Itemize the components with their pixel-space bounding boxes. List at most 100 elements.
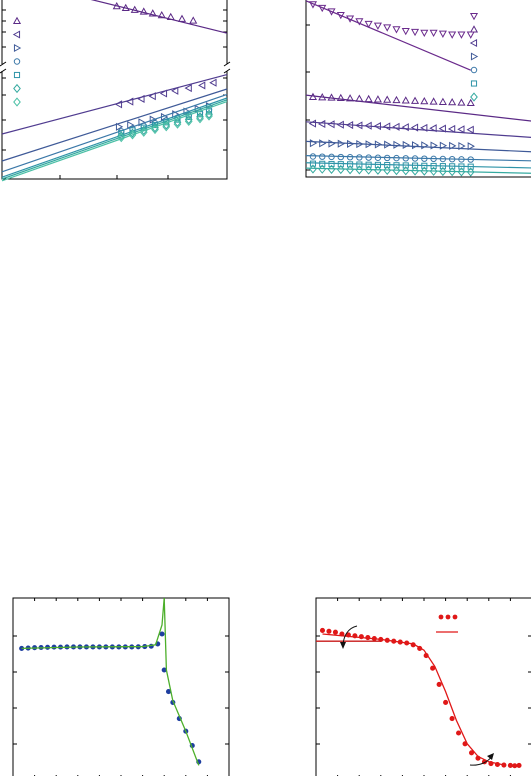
fit-line <box>1 93 228 173</box>
data-point <box>436 681 442 687</box>
model-curve <box>21 597 200 766</box>
ticks-bottom-left <box>13 598 229 776</box>
data-point <box>345 120 354 130</box>
data-point <box>337 153 345 161</box>
fit-line <box>1 74 228 135</box>
data-point <box>466 167 475 177</box>
data-point <box>373 22 382 30</box>
data-point <box>189 16 198 24</box>
data-point <box>365 140 373 149</box>
data-point <box>458 156 465 163</box>
data-point <box>171 86 179 95</box>
data-point <box>205 108 213 115</box>
data-point <box>356 140 364 149</box>
data-point <box>355 121 363 130</box>
fit-line <box>305 155 531 162</box>
model-curve <box>322 633 502 766</box>
data-point <box>162 122 171 132</box>
data-point <box>402 155 409 162</box>
arrowhead <box>340 642 346 649</box>
data-point <box>327 8 336 16</box>
data-point <box>346 15 355 23</box>
data-point <box>374 161 381 168</box>
data-point <box>139 127 148 137</box>
data-point <box>328 139 336 148</box>
series-bottom-right <box>316 627 522 769</box>
data-point <box>421 162 428 169</box>
data-point <box>177 14 187 22</box>
series-top-right <box>305 0 531 177</box>
axis-break-gap <box>222 64 230 71</box>
data-point <box>327 164 336 174</box>
data-point <box>308 119 317 128</box>
data-point <box>308 92 318 100</box>
data-point <box>356 161 363 168</box>
data-point <box>438 30 447 38</box>
data-point <box>309 139 318 148</box>
data-point <box>336 164 345 175</box>
data-point <box>449 163 456 170</box>
data-point <box>374 154 382 161</box>
data-point <box>166 12 175 21</box>
data-point <box>355 18 364 26</box>
data-point <box>346 94 355 102</box>
legend-bottom-right <box>436 614 458 633</box>
data-point <box>347 161 354 168</box>
data-point <box>466 31 475 39</box>
data-point <box>384 140 392 149</box>
data-point <box>117 132 126 143</box>
data-point <box>439 141 448 150</box>
data-point <box>401 166 410 176</box>
data-point <box>346 154 354 161</box>
data-point <box>318 119 326 129</box>
data-point <box>326 628 332 634</box>
data-point <box>429 166 438 176</box>
data-point <box>139 125 148 136</box>
data-point <box>337 161 344 168</box>
data-point <box>383 165 392 176</box>
legend-marker <box>469 25 479 33</box>
data-point <box>467 163 474 170</box>
data-point <box>148 9 157 17</box>
data-point <box>383 154 391 162</box>
legend-top-left <box>12 16 22 107</box>
data-point <box>205 111 213 121</box>
data-point <box>507 762 513 768</box>
data-point <box>410 123 419 132</box>
data-point <box>430 155 437 163</box>
data-point <box>128 128 137 138</box>
fit-line <box>1 99 228 180</box>
data-point <box>449 716 455 722</box>
legend-marker <box>12 16 22 25</box>
data-point <box>198 81 206 90</box>
data-point <box>402 162 409 169</box>
data-point <box>128 130 137 140</box>
data-point <box>411 162 419 169</box>
data-point <box>420 123 428 132</box>
data-point <box>393 140 401 149</box>
data-point <box>327 120 335 129</box>
data-point <box>411 141 420 150</box>
legend-marker <box>13 58 21 65</box>
fit-line <box>305 121 531 138</box>
data-point <box>319 139 327 148</box>
data-point <box>336 120 344 129</box>
panel-top-left <box>0 0 231 182</box>
legend-marker <box>13 97 21 107</box>
data-point <box>411 166 419 176</box>
data-point <box>356 154 363 161</box>
data-point <box>447 124 456 133</box>
panel-bottom-right <box>315 597 531 776</box>
data-point <box>429 124 437 133</box>
data-point <box>319 627 326 633</box>
data-point <box>430 665 436 671</box>
data-point <box>421 155 428 162</box>
data-point <box>319 160 326 167</box>
plot-frame <box>305 0 531 178</box>
data-point <box>318 93 327 101</box>
data-point <box>336 11 345 20</box>
data-point <box>456 730 462 736</box>
fit-line <box>1 101 228 182</box>
data-point <box>501 762 507 768</box>
data-point <box>392 122 400 131</box>
